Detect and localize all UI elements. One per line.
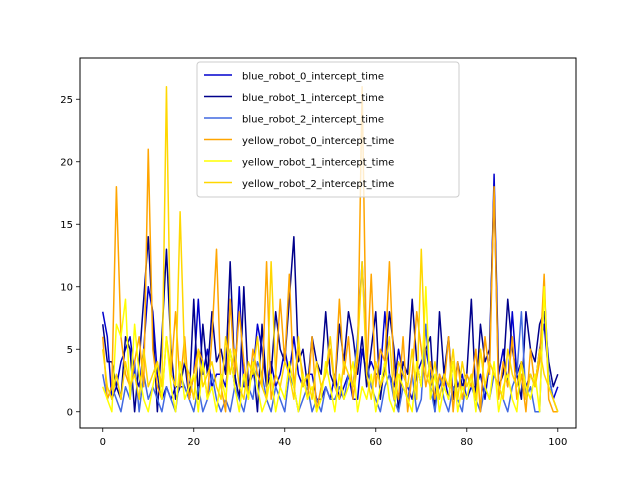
series-line-3 — [102, 86, 558, 413]
legend-box — [196, 61, 460, 198]
y-tick-label: 5 — [67, 345, 73, 356]
legend-label-5: yellow_robot_2_intercept_time — [242, 179, 394, 190]
legend-label-1: blue_robot_1_intercept_time — [242, 93, 384, 104]
x-tick-label: 100 — [548, 437, 567, 448]
y-tick-label: 20 — [60, 157, 73, 168]
y-tick-label: 15 — [60, 220, 73, 231]
plot-frame — [79, 57, 577, 429]
x-tick-label: 80 — [460, 437, 473, 448]
y-tick-label: 10 — [60, 282, 73, 293]
x-axis: 0 20 40 60 80 100 — [100, 428, 567, 448]
y-tick-label: 0 — [67, 407, 73, 418]
legend-label-4: yellow_robot_1_intercept_time — [242, 158, 394, 169]
x-tick-label: 20 — [187, 437, 200, 448]
legend-label-3: yellow_robot_0_intercept_time — [242, 136, 394, 147]
y-axis: 0 5 10 15 20 25 — [60, 95, 80, 418]
legend: blue_robot_0_intercept_time blue_robot_1_… — [196, 61, 460, 198]
series-line-5 — [102, 86, 559, 413]
y-tick-label: 25 — [60, 95, 73, 106]
plot-lines — [102, 86, 559, 413]
x-tick-label: 40 — [278, 437, 291, 448]
legend-label-0: blue_robot_0_intercept_time — [242, 72, 384, 83]
legend-label-2: blue_robot_2_intercept_time — [242, 115, 384, 126]
series-line-2 — [102, 261, 559, 413]
x-tick-label: 60 — [369, 437, 382, 448]
x-tick-label: 0 — [100, 437, 106, 448]
